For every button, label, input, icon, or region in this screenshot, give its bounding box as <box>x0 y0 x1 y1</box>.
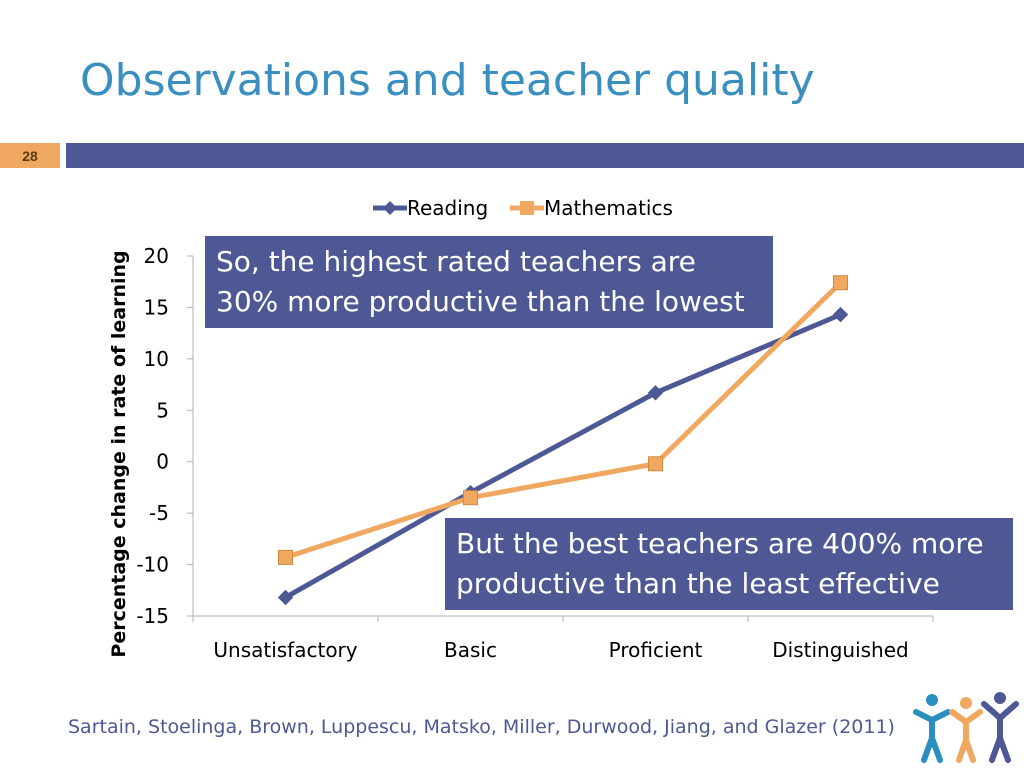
x-tick-label: Basic <box>444 638 497 662</box>
y-axis-title: Percentage change in rate of learning <box>108 250 130 657</box>
x-tick-label: Distinguished <box>772 638 908 662</box>
data-point-mathematics <box>648 456 663 472</box>
legend-marker-reading <box>383 201 397 215</box>
y-tick-label: 0 <box>156 450 169 474</box>
data-point-reading <box>832 306 849 323</box>
header-bar <box>66 143 1024 168</box>
y-tick-label: -10 <box>136 553 169 577</box>
series-line-reading <box>284 312 842 600</box>
data-point-mathematics <box>833 275 848 291</box>
y-tick-label: -5 <box>149 501 169 525</box>
source-citation: Sartain, Stoelinga, Brown, Luppescu, Mat… <box>68 716 895 738</box>
person-figure-orange <box>949 697 983 763</box>
x-tick-label: Unsatisfactory <box>213 638 357 662</box>
legend-marker-mathematics <box>520 201 534 215</box>
y-tick-label: 20 <box>144 244 169 268</box>
data-point-reading <box>647 385 664 401</box>
series-line-mathematics <box>284 280 843 560</box>
callout-bottom: But the best teachers are 400% more prod… <box>445 518 1013 610</box>
person-figure-blue <box>913 694 951 763</box>
y-tick-label: 5 <box>156 398 169 422</box>
person-figure-navy <box>981 692 1019 763</box>
data-point-reading <box>277 589 294 606</box>
legend-label-mathematics: Mathematics <box>544 196 673 220</box>
legend-label-reading: Reading <box>407 196 488 220</box>
x-tick-label: Proficient <box>609 638 703 662</box>
people-logo-icon <box>913 692 1019 763</box>
page-number-badge: 28 <box>0 143 60 168</box>
slide-title: Observations and teacher quality <box>80 55 815 106</box>
y-tick-label: 15 <box>144 295 169 319</box>
y-tick-label: -15 <box>136 604 169 628</box>
y-tick-label: 10 <box>144 347 169 371</box>
callout-top: So, the highest rated teachers are 30% m… <box>205 236 773 358</box>
data-point-mathematics <box>278 549 293 565</box>
data-point-mathematics <box>463 490 478 506</box>
